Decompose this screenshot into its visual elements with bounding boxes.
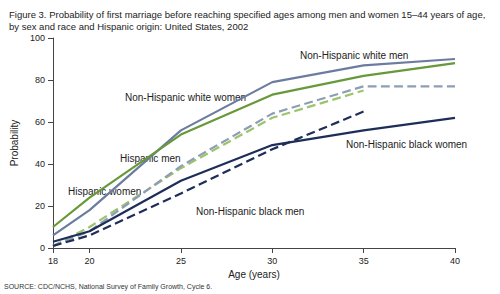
- svg-text:40: 40: [35, 159, 45, 169]
- svg-text:Non-Hispanic white women: Non-Hispanic white women: [125, 92, 246, 103]
- svg-text:0: 0: [40, 243, 45, 253]
- svg-text:Non-Hispanic black women: Non-Hispanic black women: [346, 139, 467, 150]
- svg-text:100: 100: [30, 33, 45, 43]
- svg-text:20: 20: [85, 256, 95, 266]
- svg-text:18: 18: [48, 256, 58, 266]
- svg-text:80: 80: [35, 75, 45, 85]
- svg-text:Figure 3. Probability of first: Figure 3. Probability of first marriage …: [9, 9, 488, 20]
- svg-text:Non-Hispanic black men: Non-Hispanic black men: [196, 206, 304, 217]
- svg-text:Non-Hispanic white men: Non-Hispanic white men: [300, 50, 408, 61]
- svg-text:25: 25: [176, 256, 186, 266]
- svg-text:35: 35: [359, 256, 369, 266]
- svg-text:Probability: Probability: [9, 120, 20, 167]
- svg-text:Hispanic women: Hispanic women: [68, 185, 142, 197]
- svg-text:by sex and race and Hispanic o: by sex and race and Hispanic origin: Uni…: [9, 21, 248, 32]
- svg-text:Age (years): Age (years): [228, 269, 280, 280]
- svg-text:60: 60: [35, 117, 45, 127]
- svg-text:Hispanic men: Hispanic men: [120, 152, 181, 164]
- svg-text:SOURCE: CDC/NCHS, National Sur: SOURCE: CDC/NCHS, National Survey of Fam…: [4, 283, 212, 291]
- svg-text:20: 20: [35, 201, 45, 211]
- svg-text:40: 40: [450, 256, 460, 266]
- svg-text:30: 30: [267, 256, 277, 266]
